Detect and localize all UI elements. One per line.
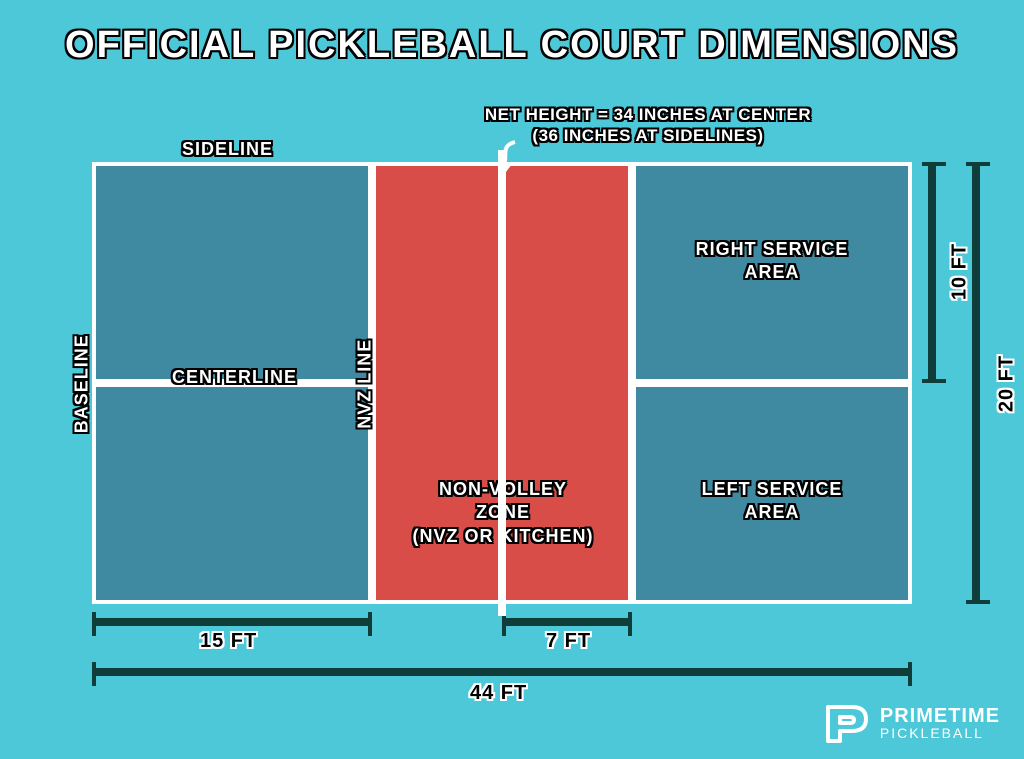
nvz-line-label: NVZ Line	[353, 324, 376, 444]
right-service-label: Right Service Area	[682, 238, 862, 285]
centerline-label: Centerline	[172, 366, 297, 389]
brand-logo: PRIMETIME PICKLEBALL	[822, 699, 1000, 747]
brand-line1: PRIMETIME	[880, 706, 1000, 726]
dim-7: 7 ft	[546, 630, 591, 653]
dim-44: 44 ft	[470, 682, 527, 705]
dim-15: 15 ft	[200, 630, 257, 653]
dim-bar-20	[972, 162, 980, 604]
dim-bar-7	[502, 618, 632, 626]
page-title: Official Pickleball Court Dimensions	[0, 24, 1024, 67]
zone-left-bot	[92, 383, 372, 604]
dim-10: 10 ft	[949, 242, 972, 302]
net-line	[498, 150, 506, 616]
zone-left-top	[92, 162, 372, 383]
dim-20: 20 ft	[996, 349, 1019, 419]
dim-bar-15	[92, 618, 372, 626]
left-service-label: Left Service Area	[682, 478, 862, 525]
brand-line2: PICKLEBALL	[880, 726, 1000, 740]
baseline-label: Baseline	[70, 324, 93, 444]
net-arrow	[460, 140, 520, 176]
dim-bar-44	[92, 668, 912, 676]
sideline-label: Sideline	[182, 138, 273, 161]
logo-icon	[822, 699, 870, 747]
dim-bar-10	[928, 162, 936, 383]
